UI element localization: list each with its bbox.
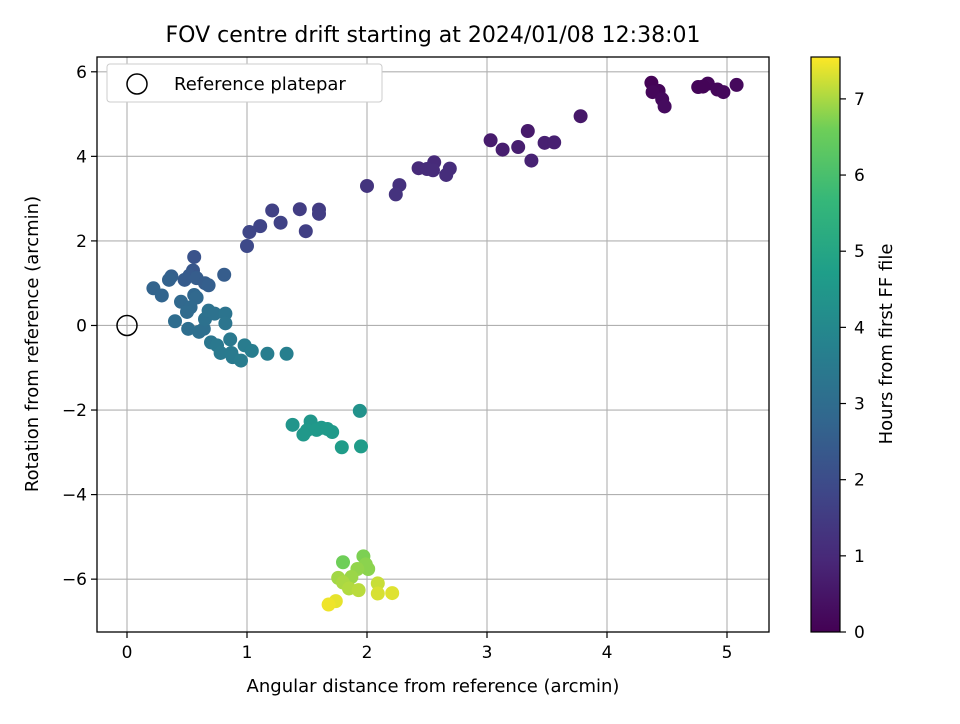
x-tick-label: 5: [722, 643, 733, 663]
legend: Reference platepar: [106, 63, 383, 103]
data-point: [729, 77, 744, 92]
scatter-points: [116, 75, 744, 612]
data-point: [361, 562, 376, 577]
x-axis-ticks: 0 1 2 3 4 5: [122, 632, 733, 663]
data-point: [285, 417, 300, 432]
colorbar-gradient: [811, 57, 840, 632]
data-point: [520, 123, 535, 138]
data-point: [312, 206, 326, 221]
colorbar-tick-label: 7: [854, 90, 865, 110]
data-point: [351, 583, 366, 598]
legend-marker-reference: [126, 73, 148, 95]
legend-box: [106, 63, 383, 103]
data-point: [292, 202, 307, 217]
y-axis-ticks: −6 −4 −2 0 2 4 6: [62, 63, 97, 590]
x-tick-label: 2: [362, 643, 373, 663]
x-tick-label: 1: [242, 643, 253, 663]
data-point: [370, 576, 385, 591]
colorbar-tick-label: 1: [854, 547, 865, 567]
y-tick-label: −2: [62, 401, 87, 421]
plot-frame: [96, 56, 770, 633]
data-point: [298, 224, 313, 239]
data-point: [716, 85, 731, 100]
data-point: [187, 249, 202, 264]
data-point: [334, 440, 349, 455]
legend-label-reference: Reference platepar: [174, 74, 346, 95]
data-point: [273, 215, 288, 230]
data-point: [645, 85, 660, 100]
y-tick-label: 0: [76, 316, 87, 336]
data-point: [180, 304, 194, 319]
data-point: [217, 267, 232, 282]
data-point: [573, 109, 588, 124]
data-point: [240, 238, 254, 253]
data-point: [370, 586, 385, 601]
colorbar-ticks: 0 1 2 3 4 5 6 7: [840, 90, 865, 643]
data-point: [657, 99, 672, 114]
data-point: [260, 346, 275, 361]
data-point: [201, 278, 216, 293]
data-point: [354, 439, 368, 454]
data-point: [296, 427, 311, 442]
data-point: [218, 316, 233, 331]
data-point: [483, 133, 498, 148]
data-point: [325, 425, 340, 440]
data-point: [154, 288, 169, 303]
y-tick-label: 6: [76, 63, 87, 83]
y-tick-label: 2: [76, 232, 87, 252]
chart-title: FOV centre drift starting at 2024/01/08 …: [166, 23, 701, 48]
data-point: [321, 597, 336, 612]
data-point: [495, 142, 510, 157]
data-point: [242, 225, 257, 240]
colorbar-tick-label: 0: [854, 623, 865, 643]
colorbar-label: Hours from first FF file: [876, 244, 897, 445]
data-point: [279, 346, 294, 361]
colorbar-tick-label: 5: [854, 242, 865, 262]
data-point: [439, 167, 454, 182]
grid-lines: [97, 57, 769, 632]
data-point: [162, 272, 176, 287]
data-point: [524, 153, 539, 168]
x-tick-label: 4: [602, 643, 613, 663]
data-point: [352, 403, 367, 418]
y-tick-label: −4: [62, 486, 87, 506]
y-axis-label: Rotation from reference (arcmin): [22, 196, 43, 492]
data-point: [696, 79, 710, 94]
colorbar: 0 1 2 3 4 5 6 7 Hours from first FF file: [810, 56, 897, 643]
colorbar-tick-label: 2: [854, 471, 865, 491]
colorbar-tick-label: 4: [854, 318, 865, 338]
reference-platepar-marker: [116, 314, 138, 337]
data-point: [177, 272, 192, 287]
data-point: [336, 555, 350, 570]
y-tick-label: −6: [62, 570, 87, 590]
data-point: [168, 314, 182, 329]
data-point: [213, 345, 228, 360]
data-point: [265, 203, 280, 218]
data-point: [388, 187, 403, 202]
data-point: [426, 163, 440, 178]
y-tick-label: 4: [76, 147, 87, 167]
data-point: [244, 343, 259, 358]
data-point: [181, 321, 196, 336]
colorbar-tick-label: 3: [854, 395, 865, 415]
x-tick-label: 0: [122, 643, 133, 663]
data-point: [547, 135, 562, 150]
colorbar-tick-label: 6: [854, 166, 865, 186]
data-point: [223, 332, 238, 347]
data-point: [253, 219, 268, 234]
data-point: [234, 353, 248, 368]
x-axis-label: Angular distance from reference (arcmin): [247, 676, 620, 697]
data-point: [218, 306, 233, 321]
colorbar-frame: [810, 56, 841, 633]
data-point: [207, 306, 222, 321]
data-point: [385, 586, 400, 601]
x-tick-label: 3: [482, 643, 493, 663]
data-point: [360, 178, 374, 193]
data-point: [511, 140, 526, 155]
